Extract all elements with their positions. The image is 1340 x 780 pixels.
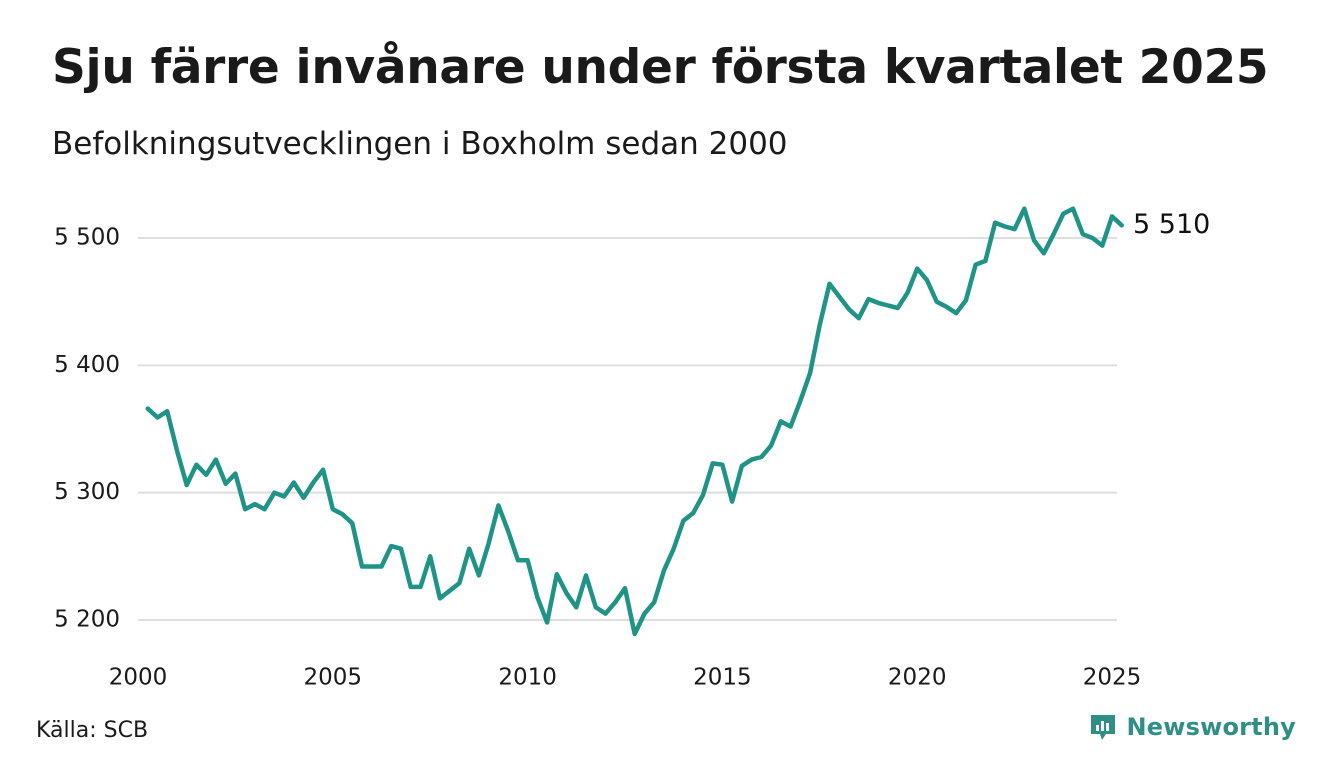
y-tick-label: 5 500	[54, 225, 120, 251]
x-tick-label: 2025	[1083, 665, 1142, 691]
x-tick-label: 2015	[693, 665, 752, 691]
line-chart: 5 200 5 300 5 400 5 500 2000 2005 2010 2015 202…	[54, 206, 1210, 691]
source-note: Källa: SCB	[36, 718, 149, 743]
y-axis: 5 200 5 300 5 400 5 500	[54, 225, 120, 633]
brand-name: Newsworthy	[1126, 713, 1296, 741]
x-tick-label: 2005	[304, 665, 363, 691]
y-tick-label: 5 300	[54, 479, 120, 505]
newsworthy-logo: Newsworthy	[1088, 712, 1296, 742]
x-tick-label: 2000	[109, 665, 168, 691]
grid-lines	[138, 237, 1117, 621]
x-tick-label: 2020	[888, 665, 947, 691]
x-tick-label: 2010	[498, 665, 557, 691]
chart-title: Sju färre invånare under första kvartale…	[52, 40, 1269, 95]
chart-subtitle: Befolkningsutvecklingen i Boxholm sedan …	[52, 126, 788, 162]
y-tick-label: 5 200	[54, 607, 120, 633]
y-tick-label: 5 400	[54, 352, 120, 378]
newsworthy-logo-icon	[1091, 715, 1116, 740]
x-axis: 2000 2005 2010 2015 2020 2025	[109, 665, 1142, 691]
population-series-line	[145, 206, 1124, 637]
end-value-label: 5 510	[1133, 209, 1210, 240]
